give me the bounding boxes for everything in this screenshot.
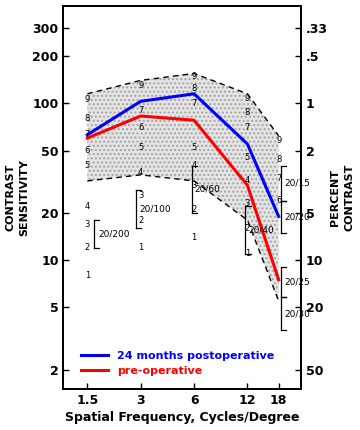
Text: 6: 6 [85, 146, 90, 155]
Text: 3: 3 [192, 181, 197, 190]
Text: 8: 8 [276, 155, 282, 164]
Text: 9: 9 [245, 94, 250, 103]
Text: 7: 7 [138, 106, 143, 115]
Text: 8: 8 [192, 83, 197, 92]
Text: 8: 8 [85, 114, 90, 123]
Text: 2: 2 [192, 205, 197, 214]
Text: 20/200: 20/200 [98, 230, 130, 239]
Text: 3: 3 [138, 190, 143, 200]
Text: 9: 9 [85, 95, 90, 104]
Text: 20/40: 20/40 [248, 226, 274, 235]
Text: 2: 2 [85, 243, 90, 252]
Text: 4: 4 [85, 202, 90, 211]
Text: 5: 5 [192, 143, 197, 152]
Text: 2: 2 [138, 215, 143, 224]
Text: 1: 1 [85, 271, 90, 280]
Text: 7: 7 [276, 174, 282, 183]
Text: 20/100: 20/100 [139, 205, 171, 214]
Text: 5: 5 [85, 161, 90, 170]
Text: 4: 4 [245, 176, 250, 185]
Text: 2: 2 [245, 224, 250, 233]
Text: 1: 1 [245, 249, 250, 258]
Text: 8: 8 [245, 108, 250, 117]
X-axis label: Spatial Frequency, Cycles/Degree: Spatial Frequency, Cycles/Degree [65, 412, 300, 424]
Y-axis label: CONTRAST
SENSITIVITY: CONTRAST SENSITIVITY [5, 159, 30, 236]
Y-axis label: PERCENT
CONTRAST: PERCENT CONTRAST [330, 164, 355, 231]
Text: 1: 1 [138, 243, 143, 252]
Text: 20/25: 20/25 [284, 278, 310, 287]
Text: 6: 6 [138, 123, 143, 132]
Legend: 24 months postoperative, pre-operative: 24 months postoperative, pre-operative [76, 347, 279, 380]
Text: 5: 5 [138, 143, 143, 152]
Text: 9: 9 [192, 72, 197, 81]
Text: 20/20: 20/20 [284, 212, 310, 221]
Text: 4: 4 [138, 169, 143, 178]
Text: 7: 7 [192, 99, 197, 108]
Text: 3: 3 [85, 220, 90, 228]
Text: 20/60: 20/60 [194, 185, 220, 194]
Text: 20/15: 20/15 [284, 178, 310, 187]
Text: 3: 3 [245, 199, 250, 208]
Text: 9: 9 [276, 136, 281, 145]
Text: 20/30: 20/30 [284, 309, 310, 318]
Text: 5: 5 [245, 153, 250, 162]
Text: 7: 7 [245, 123, 250, 132]
Text: 6: 6 [276, 196, 282, 205]
Text: 7: 7 [85, 130, 90, 139]
Text: 4: 4 [192, 161, 197, 170]
Text: 1: 1 [192, 233, 197, 242]
Text: 9: 9 [138, 81, 143, 90]
